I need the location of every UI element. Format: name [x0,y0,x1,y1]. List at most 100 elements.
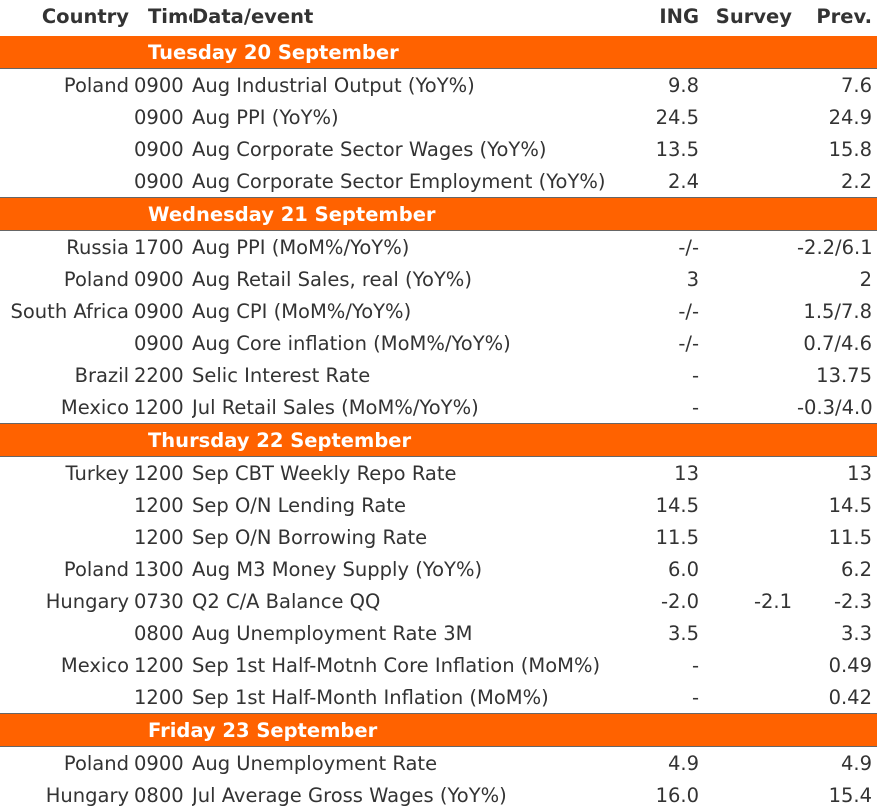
event-cell: Aug PPI (MoM%/YoY%) [192,235,410,259]
survey-cell [704,69,797,102]
event-cell: Jul Retail Sales (MoM%/YoY%) [192,395,479,419]
survey-cell [704,133,797,165]
country-cell: Poland [63,73,129,97]
country-cell [0,489,134,521]
table-row: Poland 0900 Aug Unemployment Rate 4.9 4.9 [0,747,877,780]
previous-value-cell: 2.2 [840,169,872,193]
ing-forecast-cell: 3.5 [667,621,699,645]
header-country: Country [0,0,134,36]
table-row: 1200 Sep O/N Lending Rate 14.5 14.5 [0,489,877,521]
ing-forecast-cell: -/- [678,235,699,259]
table-row: 1200 Sep O/N Borrowing Rate 11.5 11.5 [0,521,877,553]
time-cell: 1200 [134,461,184,485]
event-cell: Sep O/N Borrowing Rate [192,525,428,549]
event-cell: Aug Core inflation (MoM%/YoY%) [192,331,511,355]
time-cell: 0900 [134,267,184,291]
day-header-row: Wednesday 21 September [0,197,877,231]
time-cell: 1200 [134,395,184,419]
table-row: 0900 Aug Core inflation (MoM%/YoY%) -/- 0.7… [0,327,877,359]
day-label: Friday 23 September [148,718,378,742]
previous-value-cell: 13.75 [816,363,872,387]
table-header: Country Time Data/event ING Survey Prev. [0,0,877,36]
day-header-spacer [0,423,134,457]
day-label: Thursday 22 September [148,428,412,452]
previous-value-cell: 13 [847,461,872,485]
previous-value-cell: 2 [859,267,872,291]
country-cell [0,327,134,359]
table-row: Turkey 1200 Sep CBT Weekly Repo Rate 13 13 [0,457,877,490]
header-time: Time [134,0,192,36]
ing-forecast-cell: 4.9 [667,751,699,775]
day-label: Wednesday 21 September [148,202,436,226]
country-cell: Hungary [45,783,129,807]
ing-forecast-cell: 24.5 [655,105,699,129]
day-header-cell: Wednesday 21 September [134,197,877,231]
country-cell: Mexico [60,395,129,419]
survey-cell [704,263,797,295]
previous-value-cell: 24.9 [828,105,872,129]
time-cell: 0900 [134,331,184,355]
survey-cell [704,327,797,359]
previous-value-cell: -2.2/6.1 [797,235,873,259]
time-cell: 0800 [134,621,184,645]
country-cell: Turkey [65,461,129,485]
day-header-spacer [0,713,134,747]
header-survey: Survey [704,0,797,36]
event-cell: Sep CBT Weekly Repo Rate [192,461,457,485]
country-cell: Poland [63,557,129,581]
country-cell [0,133,134,165]
event-cell: Aug Unemployment Rate 3M [192,621,473,645]
country-cell: Poland [63,267,129,291]
event-cell: Aug M3 Money Supply (YoY%) [192,557,483,581]
country-cell: Brazil [74,363,129,387]
time-cell: 0900 [134,137,184,161]
survey-cell [704,617,797,649]
previous-value-cell: 7.6 [840,73,872,97]
ing-forecast-cell: -2.0 [660,589,699,613]
table-row: Poland 0900 Aug Retail Sales, real (YoY%) 3… [0,263,877,295]
previous-value-cell: 15.8 [828,137,872,161]
day-label: Tuesday 20 September [148,40,399,64]
survey-cell [704,101,797,133]
country-cell: Mexico [60,653,129,677]
time-cell: 0900 [134,751,184,775]
country-cell [0,521,134,553]
event-cell: Jul Average Gross Wages (YoY%) [192,783,507,807]
event-cell: Sep 1st Half-Motnh Core Inflation (MoM%) [192,653,601,677]
day-header-spacer [0,34,134,69]
previous-value-cell: -2.3 [833,589,872,613]
previous-value-cell: 14.5 [828,493,872,517]
previous-value-cell: 15.4 [828,783,872,807]
event-cell: Aug Unemployment Rate [192,751,438,775]
previous-value-cell: 4.9 [840,751,872,775]
time-cell: 1200 [134,685,184,709]
table-row: Poland 0900 Aug Industrial Output (YoY%) 9.… [0,69,877,102]
header-row: Country Time Data/event ING Survey Prev. [0,0,877,36]
ing-forecast-cell: 2.4 [667,169,699,193]
day-header-row: Tuesday 20 September [0,34,877,69]
ing-forecast-cell: 6.0 [667,557,699,581]
time-cell: 1300 [134,557,184,581]
event-cell: Aug Industrial Output (YoY%) [192,73,475,97]
table-row: Hungary 0800 Jul Average Gross Wages (YoY%… [0,779,877,811]
survey-cell [704,231,797,264]
survey-cell [704,165,797,198]
table-row: 0800 Aug Unemployment Rate 3M 3.5 3.3 [0,617,877,649]
survey-cell [704,649,797,681]
event-cell: Aug Corporate Sector Wages (YoY%) [192,137,547,161]
time-cell: 0900 [134,169,184,193]
time-cell: 1700 [134,235,184,259]
ing-forecast-cell: - [691,363,699,387]
table-row: 1200 Sep 1st Half-Month Inflation (MoM%) -… [0,681,877,714]
table-body: Tuesday 20 September Poland 0900 Aug Indust… [0,34,877,811]
time-cell: 0900 [134,299,184,323]
header-event: Data/event [192,0,632,36]
table-row: Poland 1300 Aug M3 Money Supply (YoY%) 6.0 6… [0,553,877,585]
previous-value-cell: 0.7/4.6 [803,331,872,355]
country-cell [0,165,134,198]
table-row: Russia 1700 Aug PPI (MoM%/YoY%) -/- -2.2/6.1 [0,231,877,264]
survey-cell [704,779,797,811]
time-cell: 2200 [134,363,184,387]
table-row: 0900 Aug Corporate Sector Wages (YoY%) 13.… [0,133,877,165]
day-header-cell: Tuesday 20 September [134,34,877,69]
